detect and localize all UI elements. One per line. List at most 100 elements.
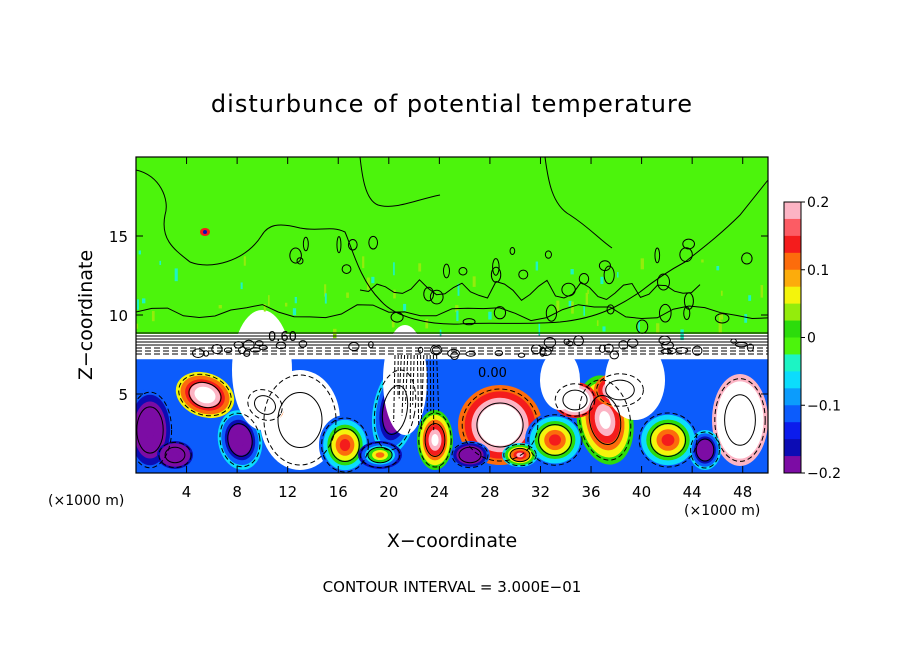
contour-loop xyxy=(603,343,614,353)
contour-loop xyxy=(544,250,552,259)
speckle xyxy=(371,276,375,284)
contour-loop xyxy=(682,238,695,250)
x-axis-ticks: 4 8 12 16 20 24 28 32 36 40 44 48 xyxy=(182,157,752,501)
colorbar-tick-label: 0 xyxy=(807,331,816,347)
contour-loop xyxy=(476,402,524,448)
contour-loop xyxy=(458,446,482,464)
contour-loop xyxy=(373,369,417,451)
contour-loop xyxy=(562,389,588,411)
contour-loop xyxy=(654,247,661,264)
contour-loop xyxy=(509,246,516,255)
y-tick-label: 15 xyxy=(109,228,128,246)
contour-loop xyxy=(136,391,173,469)
contour-loop xyxy=(417,346,424,354)
field-layer xyxy=(136,228,768,473)
speckle xyxy=(240,282,243,290)
eddy-blob xyxy=(466,452,474,458)
contour-loop xyxy=(227,423,253,457)
contour-loop xyxy=(347,239,358,251)
contour-label: 0.00 xyxy=(478,366,507,381)
speckle xyxy=(366,277,370,290)
x-tick-label: 48 xyxy=(733,483,752,501)
contour-loop xyxy=(606,304,615,315)
contour-loop xyxy=(714,378,766,462)
contour-loop xyxy=(223,347,233,354)
contour-loop xyxy=(330,428,360,462)
x-tick-label: 32 xyxy=(531,483,550,501)
speckle xyxy=(488,311,492,320)
contour-loop xyxy=(566,340,574,347)
contour-line xyxy=(136,304,768,322)
contour-loop xyxy=(492,258,500,276)
contour-line xyxy=(359,279,701,301)
contour-loop xyxy=(690,431,720,469)
contour-line xyxy=(398,354,402,399)
contour-loop xyxy=(158,441,192,469)
contour-line xyxy=(544,157,613,249)
speckle xyxy=(716,265,720,271)
contour-line xyxy=(421,354,425,407)
contour-loop xyxy=(734,342,748,348)
speckle xyxy=(556,300,560,313)
speckle xyxy=(617,272,619,278)
contour-loop xyxy=(424,423,446,457)
speckle xyxy=(284,302,288,307)
contour-loop xyxy=(490,266,502,283)
colorbar-swatch xyxy=(784,252,801,271)
speckle xyxy=(638,320,640,332)
speckle xyxy=(656,323,660,334)
contour-loop xyxy=(418,412,452,468)
colorbar-swatch xyxy=(784,303,801,322)
eddy-blob xyxy=(171,452,179,458)
speckle xyxy=(218,305,222,309)
eddy-blob xyxy=(491,417,509,433)
contour-loop xyxy=(368,341,374,349)
eddy-blob xyxy=(549,434,561,446)
contour-loop xyxy=(298,340,308,348)
x-tick-label: 4 xyxy=(182,483,192,501)
contour-loop xyxy=(679,247,693,263)
speckle xyxy=(600,276,604,285)
contour-loop xyxy=(254,395,276,415)
speckle xyxy=(571,301,574,314)
speckle xyxy=(425,319,429,329)
x-tick-label: 44 xyxy=(683,483,702,501)
speckle xyxy=(570,269,574,275)
x-tick-label: 16 xyxy=(329,483,348,501)
speckle xyxy=(720,290,723,296)
x-axis-label: X−coordinate xyxy=(387,530,517,552)
speckle xyxy=(583,305,586,316)
contour-loop xyxy=(233,341,244,349)
speckle xyxy=(568,300,572,307)
contour-loop xyxy=(618,340,629,350)
speckle xyxy=(142,298,146,304)
contour-loop xyxy=(538,424,572,456)
speckle xyxy=(538,323,541,336)
contour-loop xyxy=(296,257,304,265)
colorbar-tick-label: −0.1 xyxy=(807,398,841,414)
speckle xyxy=(701,259,704,263)
colorbar-swatch xyxy=(784,439,801,457)
contour-loop xyxy=(442,263,450,279)
speckle xyxy=(403,303,407,311)
x-tick-label: 20 xyxy=(379,483,398,501)
contour-loop xyxy=(554,383,596,417)
contour-loop xyxy=(249,347,261,353)
speckle xyxy=(393,289,396,299)
contour-loop xyxy=(188,381,222,409)
contour-loop xyxy=(390,311,404,323)
contour-loop xyxy=(741,252,753,265)
contour-loop xyxy=(649,423,687,457)
speckle xyxy=(680,329,684,341)
contour-loop xyxy=(527,414,583,466)
colorbar-swatch xyxy=(784,218,801,237)
speckle xyxy=(456,310,459,322)
contour-loop xyxy=(714,313,730,324)
contour-loop xyxy=(603,265,615,285)
contour-loop xyxy=(359,441,401,469)
contour-loop xyxy=(341,264,352,274)
colorbar-swatch xyxy=(784,388,801,406)
colorbar-swatch xyxy=(784,286,801,305)
contour-loop xyxy=(367,446,393,464)
contour-loop xyxy=(263,374,337,466)
